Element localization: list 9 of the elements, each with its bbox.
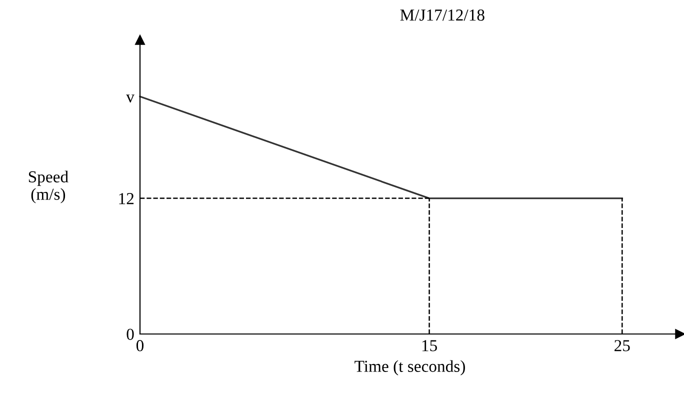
y-tick-label: v [126, 94, 134, 102]
x-tick-label: 0 [136, 340, 144, 352]
y-tick-label: 0 [126, 328, 134, 340]
x-tick-label: 15 [422, 340, 437, 352]
x-axis-title: Time (t seconds) [354, 360, 465, 376]
chart-title: M/J17/12/18 [400, 9, 484, 21]
y-tick-label: 12 [119, 193, 134, 204]
x-tick-label: 25 [614, 340, 630, 352]
y-axis-title: Speed (m/s) [28, 170, 68, 204]
